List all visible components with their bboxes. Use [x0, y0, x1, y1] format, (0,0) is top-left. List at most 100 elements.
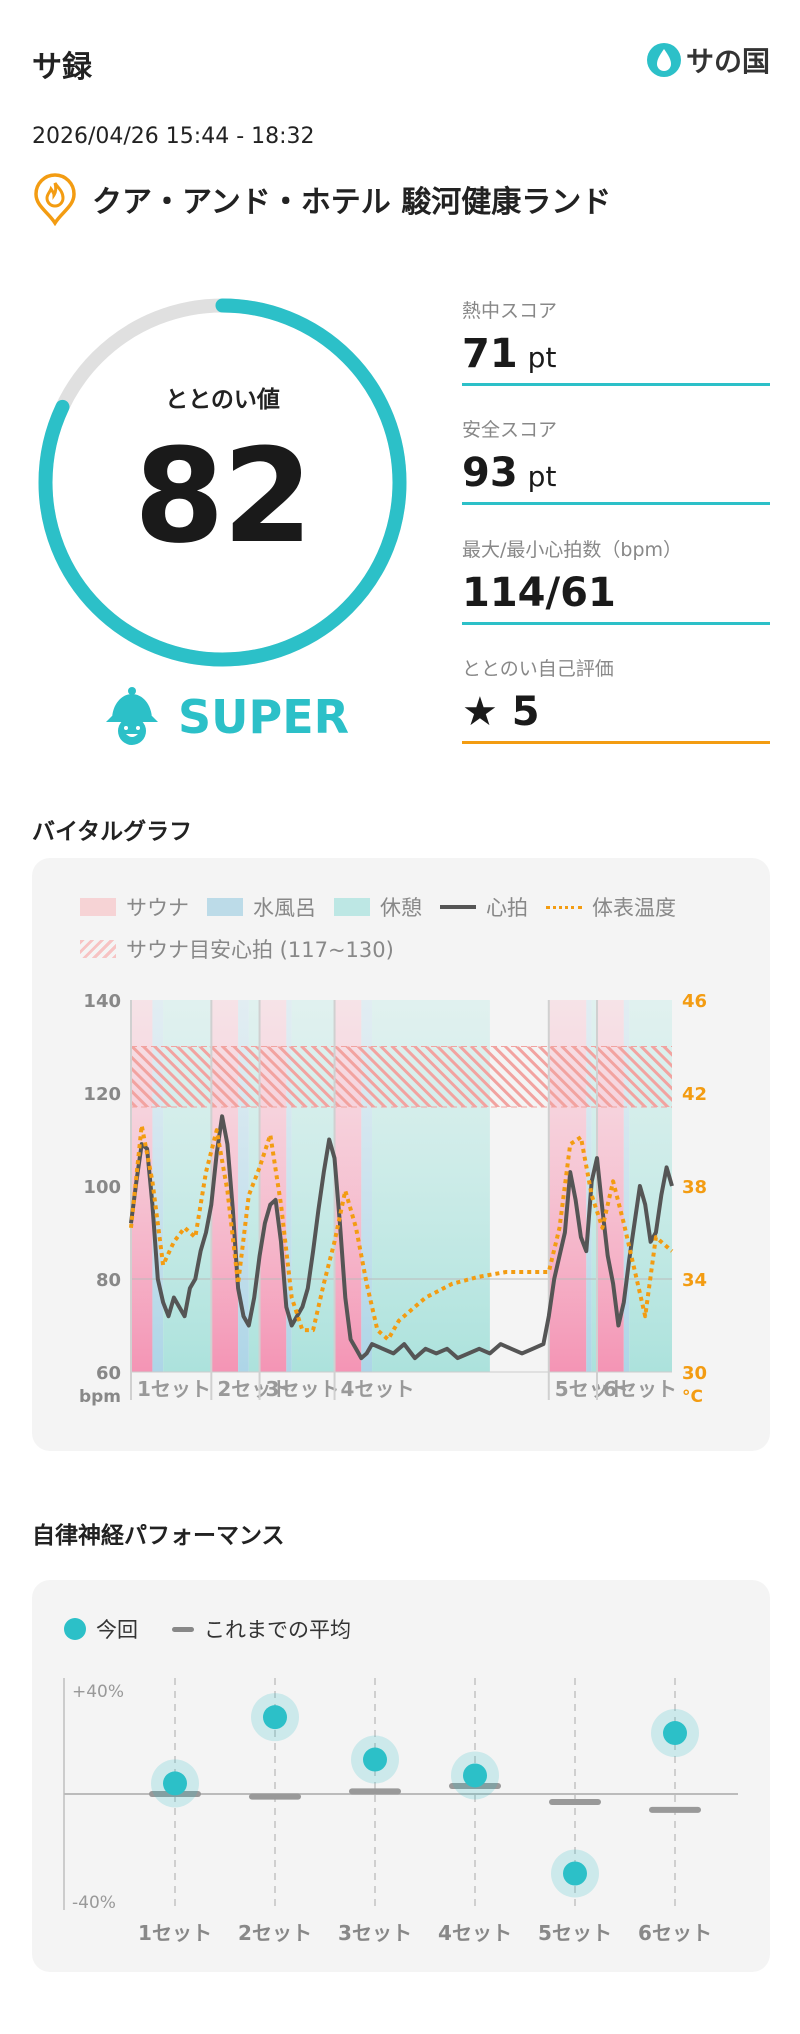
set-marker-label: 1セット	[137, 1377, 211, 1401]
average-mark	[649, 1806, 701, 1813]
totonoi-label: ととのい値	[165, 387, 280, 413]
y-unit-right: °C	[682, 1387, 703, 1407]
autonomic-chart: +40% -40% 1セット 2セット 3セット 4セット 5セット 6セット	[63, 1678, 738, 1945]
legend-sauna: サウナ	[80, 892, 189, 922]
legend-bar	[172, 1626, 194, 1632]
y-tick-right: 38	[682, 1177, 707, 1198]
legend-label: サウナ	[126, 896, 189, 920]
totonoi-gauge: ととのい値 82	[30, 290, 415, 675]
vital-legend-target: サウナ目安心拍 (117~130)	[80, 934, 394, 964]
y-unit-left: bpm	[79, 1387, 121, 1407]
sauna-flame-pin-icon	[34, 173, 76, 226]
brand-logo[interactable]: サの国	[646, 40, 770, 80]
legend-average: これまでの平均	[172, 1614, 351, 1644]
y-tick-left: 100	[83, 1177, 121, 1198]
legend-swatch	[80, 940, 116, 958]
autonomic-legend: 今回 これまでの平均	[64, 1614, 351, 1644]
grade-label: SUPER	[178, 690, 350, 744]
phase-water	[238, 1000, 249, 1372]
average-mark	[549, 1798, 601, 1805]
vital-graph-title: バイタルグラフ	[32, 819, 193, 845]
legend-swatch	[207, 898, 243, 916]
category-label: 5セット	[538, 1921, 612, 1945]
phase-water	[286, 1000, 292, 1372]
legend-label: サウナ目安心拍 (117~130)	[126, 938, 394, 962]
y-tick-right: 42	[682, 1084, 707, 1105]
phase-water	[361, 1000, 373, 1372]
drop-icon	[646, 43, 681, 77]
gauge-ring	[38, 298, 407, 667]
legend-swatch	[80, 898, 116, 916]
y-tick-left: 140	[83, 991, 121, 1012]
legend-swatch	[334, 898, 370, 916]
legend-label: 今回	[96, 1618, 138, 1642]
stat-underline	[462, 383, 770, 386]
y-tick-left: 60	[96, 1363, 121, 1384]
legend-label: 心拍	[486, 896, 528, 920]
category-label: 3セット	[338, 1921, 412, 1945]
legend-current: 今回	[64, 1614, 138, 1644]
stat-heat-score: 熱中スコア 71 pt	[462, 296, 770, 386]
facility-name: クア・アンド・ホテル 駿河健康ランド	[92, 185, 612, 220]
session-datetime: 2026/04/26 15:44 - 18:32	[32, 124, 315, 149]
heart-rate-line	[129, 1114, 674, 1361]
app-header: サ録 サの国	[32, 38, 770, 88]
current-point	[263, 1705, 287, 1730]
legend-hr: 心拍	[440, 892, 528, 922]
set-marker-label: 2セット	[217, 1377, 291, 1401]
y-tick-right: 46	[682, 991, 707, 1012]
totonoi-value: 82	[134, 420, 313, 572]
stat-label: 安全スコア	[462, 419, 558, 441]
stat-value: 71 pt	[462, 331, 557, 377]
current-point	[463, 1763, 487, 1788]
legend-temp: 体表温度	[546, 892, 676, 922]
category-label: 4セット	[438, 1921, 512, 1945]
legend-target: サウナ目安心拍 (117~130)	[80, 934, 394, 964]
stat-heart-rate: 最大/最小心拍数（bpm） 114/61	[462, 535, 770, 625]
gauge-progress-arc	[38, 298, 407, 667]
sauna-hat-mascot-icon	[106, 687, 158, 745]
average-mark	[249, 1793, 301, 1800]
logo-text: サの国	[685, 45, 770, 78]
current-point	[563, 1861, 587, 1886]
vital-legend: サウナ 水風呂 休憩 心拍 体表温度	[80, 892, 676, 922]
stat-safety-score: 安全スコア 93 pt	[462, 415, 770, 505]
stat-value: 93 pt	[462, 450, 557, 496]
legend-dot	[64, 1618, 86, 1640]
facility-row[interactable]: クア・アンド・ホテル 駿河健康ランド	[32, 172, 611, 226]
legend-label: 体表温度	[592, 896, 676, 920]
y-tick-right: 30	[682, 1363, 707, 1384]
set-marker-label: 5セット	[555, 1377, 629, 1401]
set-marker-label: 3セット	[266, 1377, 340, 1401]
stat-value: 114/61	[462, 570, 616, 616]
average-mark	[349, 1788, 401, 1795]
phase-water	[623, 1000, 630, 1372]
phase-rest	[591, 1000, 598, 1372]
legend-label: 休憩	[380, 896, 422, 920]
stat-self-rating[interactable]: ととのい自己評価 ★ 5	[462, 654, 770, 744]
app-title: サ録	[32, 50, 92, 85]
legend-label: 水風呂	[253, 896, 316, 920]
current-point	[363, 1747, 387, 1772]
legend-swatch	[546, 905, 582, 909]
phase-water	[152, 1000, 164, 1372]
legend-water: 水風呂	[207, 892, 316, 922]
autonomic-card: 今回 これまでの平均 +40% -40% 1セット 2セット 3セット 4セット 5セット 6…	[32, 1580, 770, 1972]
stat-label: 最大/最小心拍数（bpm）	[462, 539, 683, 561]
y-tick-right: 34	[682, 1270, 707, 1291]
legend-label: これまでの平均	[204, 1618, 351, 1642]
stat-label: 熱中スコア	[462, 300, 558, 322]
y-tick-bottom: -40%	[72, 1893, 116, 1913]
stat-underline	[462, 741, 770, 744]
category-label: 2セット	[238, 1921, 312, 1945]
stat-underline	[462, 502, 770, 505]
current-point	[663, 1721, 687, 1746]
stat-underline	[462, 622, 770, 625]
vital-graph-card: サウナ 水風呂 休憩 心拍 体表温度 サウナ目安心拍 (117~130) 1セッ…	[32, 858, 770, 1451]
target-heart-band	[131, 1046, 672, 1107]
y-tick-left: 80	[96, 1270, 121, 1291]
current-point	[163, 1771, 187, 1796]
legend-swatch	[440, 905, 476, 909]
autonomic-title: 自律神経パフォーマンス	[32, 1523, 285, 1549]
